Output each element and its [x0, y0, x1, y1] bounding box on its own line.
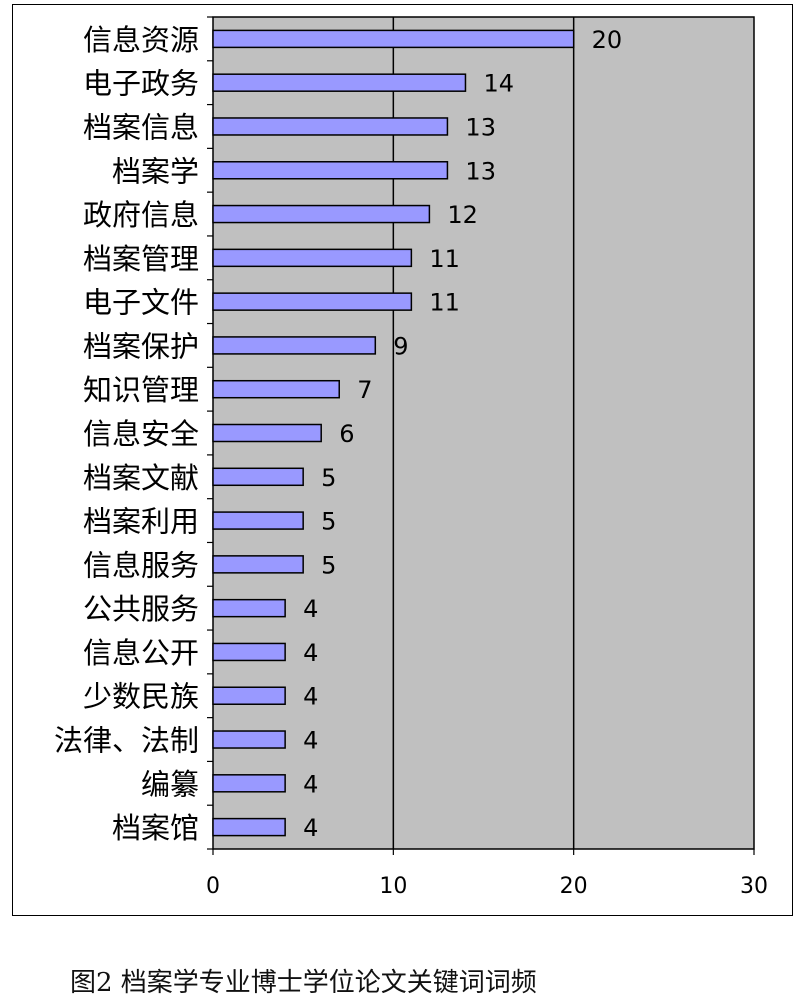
category-label-4: 档案学 — [112, 154, 199, 188]
value-label-7: 11 — [429, 289, 460, 317]
bar-9 — [212, 379, 340, 399]
bar-18 — [212, 774, 286, 793]
category-label-16: 少数民族 — [83, 680, 199, 714]
x-tick-label-0: 0 — [206, 874, 220, 899]
category-label-17: 法律、法制 — [54, 724, 199, 758]
bar-8 — [212, 336, 377, 355]
bar-15 — [212, 642, 286, 662]
category-label-9: 知识管理 — [83, 373, 199, 407]
bar-14 — [212, 598, 286, 618]
bar-17 — [212, 730, 286, 749]
value-label-17: 4 — [303, 727, 318, 755]
bar-1 — [212, 29, 575, 49]
bar-11 — [212, 467, 304, 487]
value-label-11: 5 — [321, 464, 336, 492]
category-label-3: 档案信息 — [83, 110, 199, 144]
value-label-9: 7 — [357, 376, 372, 404]
bar-3 — [212, 117, 449, 136]
figure-caption: 图2 档案学专业博士学位论文关键词词频 — [70, 968, 537, 998]
value-label-15: 4 — [303, 639, 318, 667]
category-label-1: 信息资源 — [83, 23, 199, 57]
value-label-18: 4 — [303, 770, 318, 798]
value-label-19: 4 — [303, 814, 318, 842]
bar-10 — [212, 423, 322, 443]
x-tick-label-10: 10 — [379, 874, 407, 899]
x-tick-label-30: 30 — [740, 874, 768, 899]
value-label-14: 4 — [303, 595, 318, 623]
value-label-3: 13 — [465, 113, 496, 141]
category-label-15: 信息公开 — [83, 636, 199, 670]
category-label-7: 电子文件 — [83, 286, 199, 320]
x-tick-label-20: 20 — [560, 874, 588, 899]
value-label-1: 20 — [592, 26, 623, 54]
category-label-5: 政府信息 — [83, 198, 199, 232]
category-label-12: 档案利用 — [83, 505, 199, 539]
value-label-5: 12 — [447, 201, 478, 229]
category-label-8: 档案保护 — [83, 329, 199, 363]
bar-19 — [212, 817, 286, 837]
bar-5 — [212, 204, 431, 224]
category-label-13: 信息服务 — [83, 548, 199, 582]
value-label-6: 11 — [429, 245, 460, 273]
value-label-8: 9 — [393, 332, 408, 360]
category-label-14: 公共服务 — [83, 592, 199, 626]
category-label-18: 编纂 — [141, 767, 199, 801]
chart-frame: 0 10 20 30 信息资源 20 电子政务 14 档案信息 13 档案学 13 政府信息 12 档案管理… — [12, 4, 793, 916]
bar-7 — [212, 292, 413, 311]
category-label-11: 档案文献 — [83, 461, 199, 495]
value-label-10: 6 — [339, 420, 354, 448]
value-label-4: 13 — [465, 157, 496, 185]
bar-chart: 0 10 20 30 信息资源 20 电子政务 14 档案信息 13 档案学 13 政府信息 12 档案管理… — [54, 16, 768, 899]
value-label-12: 5 — [321, 508, 336, 536]
category-label-10: 信息安全 — [83, 417, 199, 451]
value-label-13: 5 — [321, 551, 336, 579]
bar-16 — [212, 686, 286, 705]
bar-6 — [212, 248, 413, 268]
bar-13 — [212, 555, 304, 574]
category-label-19: 档案馆 — [112, 811, 199, 845]
bar-12 — [212, 511, 304, 530]
value-label-16: 4 — [303, 683, 318, 711]
bar-2 — [212, 73, 467, 92]
category-label-2: 电子政务 — [83, 67, 199, 101]
category-label-6: 档案管理 — [83, 242, 199, 276]
value-label-2: 14 — [483, 70, 514, 98]
bar-4 — [212, 161, 449, 180]
